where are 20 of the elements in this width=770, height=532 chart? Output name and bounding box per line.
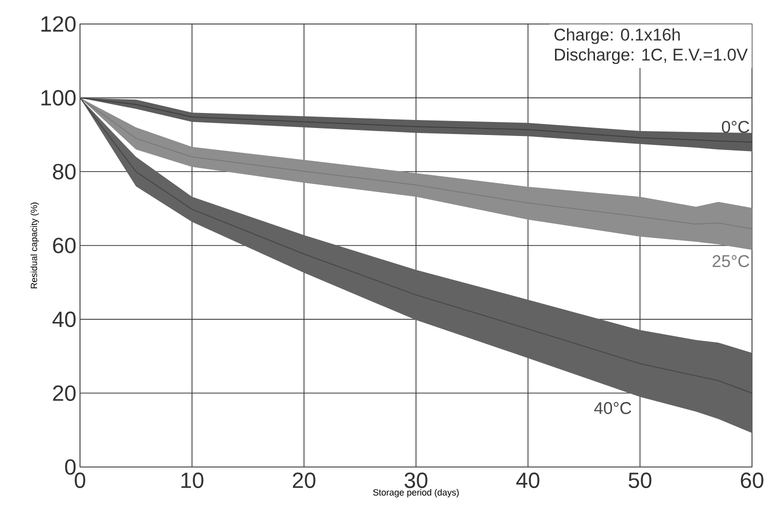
x-tick-label: 50 xyxy=(628,472,652,488)
y-tick-label: 100 xyxy=(41,90,76,106)
x-tick-label: 30 xyxy=(404,472,428,488)
text: 40°C xyxy=(594,402,632,414)
x-tick-label: 40 xyxy=(516,472,540,488)
x-tick-label: 20 xyxy=(292,472,316,488)
x-axis-title: Storage period (days) xyxy=(373,488,459,498)
y-tick-label: 60 xyxy=(53,238,76,254)
y-tick-label: 20 xyxy=(53,385,76,401)
x-tick-label: 10 xyxy=(181,472,204,488)
y-tick-label: 40 xyxy=(52,312,76,328)
y-axis-title: Residual capacity (%) xyxy=(30,202,39,288)
y-tick-label: 120 xyxy=(41,16,76,32)
annotation: Charge: 0.1x16h xyxy=(554,28,680,44)
y-tick-label: 0 xyxy=(65,459,76,475)
x-tick-label: 60 xyxy=(740,472,764,488)
annotation: Discharge: 1C, E.V.=1.0V xyxy=(555,48,748,64)
series-label: 25°C xyxy=(712,255,750,268)
y-tick-label: 80 xyxy=(52,164,76,180)
series-label: 0°C xyxy=(722,120,750,133)
